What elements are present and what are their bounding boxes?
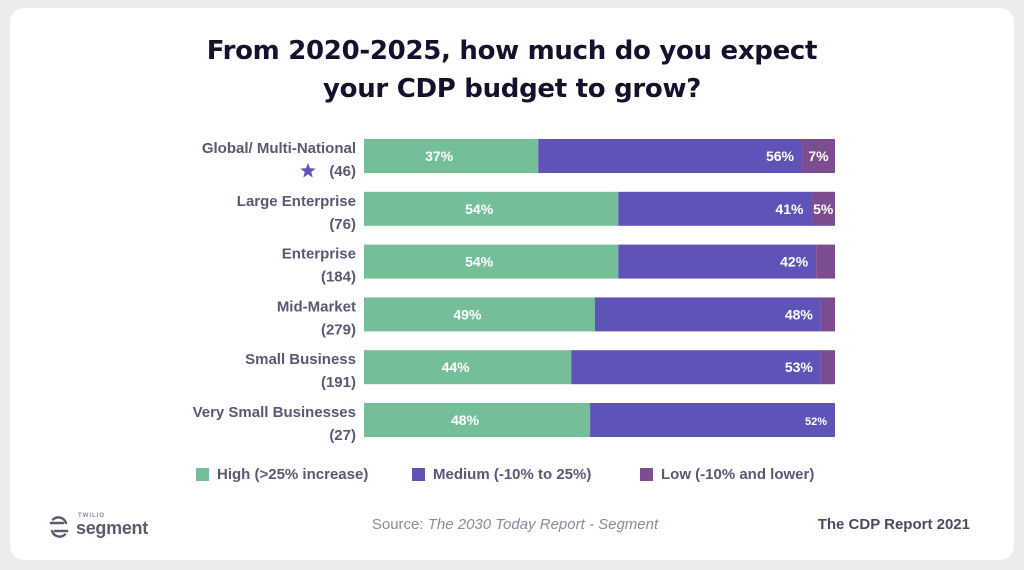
bar-label-high-0: 37%	[425, 148, 454, 164]
bar-medium-4	[571, 350, 821, 385]
category-count-4: (191)	[321, 374, 356, 391]
category-count-1: (76)	[329, 216, 356, 233]
category-count-5: (27)	[329, 427, 356, 444]
bar-medium-1	[618, 191, 812, 226]
bar-low-3	[820, 297, 835, 332]
bar-low-2	[816, 244, 835, 279]
bar-label-low-0: 7%	[808, 148, 829, 164]
bar-label-high-1: 54%	[465, 201, 494, 217]
category-label-5: Very Small Businesses	[193, 404, 356, 421]
bar-label-high-5: 48%	[451, 412, 480, 428]
bar-high-3	[364, 297, 595, 332]
logo-small-text: TWILIO	[78, 513, 105, 519]
legend: High (>25% increase) Medium (-10% to 25%…	[0, 466, 1024, 490]
bar-high-0	[364, 139, 539, 173]
chart-card	[10, 8, 1014, 560]
source-prefix: Source:	[371, 516, 428, 533]
bar-low-1	[811, 191, 835, 226]
segment-logo: TWILIO segment	[48, 512, 168, 542]
chart-title: From 2020-2025, how much do you expect y…	[0, 32, 1024, 108]
bar-label-high-4: 44%	[442, 359, 471, 375]
legend-item-medium: Medium (-10% to 25%)	[412, 466, 591, 483]
bar-high-5	[364, 403, 591, 437]
segment-logo-icon	[49, 516, 69, 538]
legend-swatch-medium	[412, 468, 425, 481]
legend-swatch-low	[640, 468, 653, 481]
source-work: The 2030 Today Report - Segment	[427, 516, 659, 533]
bar-high-4	[364, 350, 572, 385]
bar-label-medium-1: 41%	[775, 201, 804, 217]
bar-label-low-1: 5%	[813, 201, 834, 217]
bar-medium-0	[538, 139, 803, 173]
legend-item-high: High (>25% increase)	[196, 466, 368, 483]
chart-title-line-1: From 2020-2025, how much do you expect	[206, 36, 818, 66]
legend-label-high: High (>25% increase)	[217, 466, 369, 483]
bar-label-medium-0: 56%	[766, 148, 795, 164]
star-icon	[300, 163, 316, 178]
category-label-2: Enterprise	[282, 246, 356, 263]
bar-label-medium-4: 53%	[785, 359, 814, 375]
legend-item-low: Low (-10% and lower)	[640, 466, 814, 483]
bar-medium-2	[618, 244, 817, 279]
category-label-0: Global/ Multi-National	[202, 140, 356, 157]
bar-medium-3	[594, 297, 821, 332]
category-count-0: (46)	[329, 163, 356, 180]
bar-low-4	[820, 350, 835, 385]
category-label-4: Small Business	[245, 351, 356, 368]
bar-label-high-2: 54%	[465, 254, 494, 270]
bar-label-medium-5: 52%	[805, 416, 827, 428]
bar-medium-5	[590, 403, 835, 437]
bar-label-medium-3: 48%	[785, 306, 814, 322]
bar-high-2	[364, 244, 619, 279]
bar-label-high-3: 49%	[453, 306, 482, 322]
legend-label-low: Low (-10% and lower)	[661, 466, 815, 483]
legend-swatch-high	[196, 468, 209, 481]
source-note: Source: The 2030 Today Report - Segment	[300, 516, 730, 533]
category-count-2: (184)	[321, 269, 356, 286]
bar-high-1	[364, 191, 619, 226]
chart-title-line-2: your CDP budget to grow?	[323, 74, 701, 104]
report-name: The CDP Report 2021	[817, 516, 970, 533]
logo-wordmark: segment	[76, 518, 148, 538]
bar-low-0	[802, 139, 835, 173]
legend-label-medium: Medium (-10% to 25%)	[433, 466, 592, 483]
category-label-1: Large Enterprise	[237, 193, 356, 210]
category-label-3: Mid-Market	[277, 298, 356, 315]
category-count-3: (279)	[321, 321, 356, 338]
bar-label-medium-2: 42%	[780, 254, 809, 270]
